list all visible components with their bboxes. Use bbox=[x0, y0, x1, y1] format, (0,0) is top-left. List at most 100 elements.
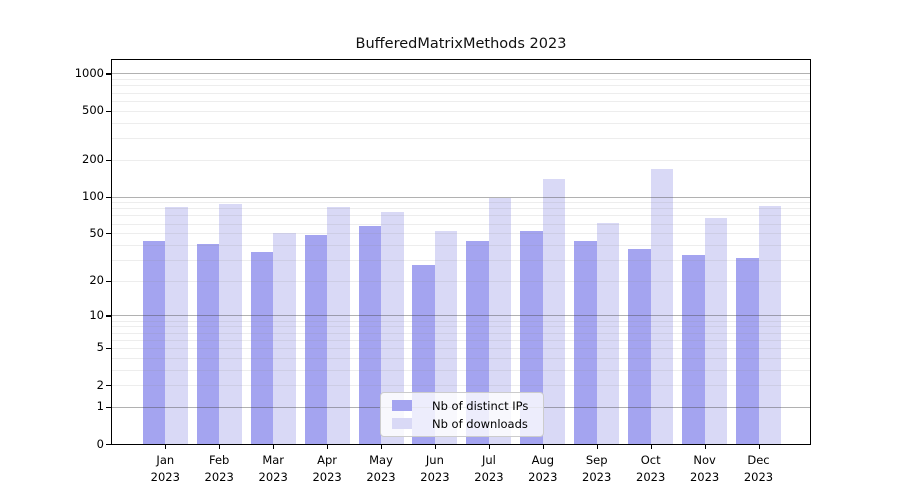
x-tick-mark bbox=[327, 444, 329, 449]
x-tick-label: Apr 2023 bbox=[312, 453, 342, 484]
x-tick-mark bbox=[758, 444, 760, 449]
x-tick-mark bbox=[488, 444, 491, 449]
x-tick-label: Jul 2023 bbox=[474, 453, 504, 484]
y-tick-mark bbox=[106, 444, 112, 446]
bar-downloads-sep bbox=[596, 222, 620, 444]
minor-gridline bbox=[112, 92, 810, 94]
x-tick-mark bbox=[381, 444, 383, 449]
y-tick-label: 5 bbox=[96, 340, 104, 355]
bar-ips-oct bbox=[628, 248, 651, 444]
minor-gridline bbox=[112, 385, 810, 387]
bar-downloads-jun bbox=[434, 231, 458, 444]
bar-downloads-jan bbox=[165, 207, 188, 444]
minor-gridline bbox=[112, 339, 810, 341]
bar-ips-may bbox=[358, 226, 382, 444]
minor-gridline bbox=[112, 357, 810, 359]
minor-gridline bbox=[112, 332, 810, 334]
minor-gridline bbox=[112, 110, 810, 112]
y-tick-label: 50 bbox=[89, 225, 104, 240]
y-tick-mark bbox=[106, 159, 112, 161]
bar-ips-mar bbox=[250, 251, 274, 444]
y-tick-label: 10 bbox=[89, 307, 104, 322]
bar-downloads-may bbox=[381, 212, 404, 444]
legend-item-distinct-ips: Nb of distinct IPs bbox=[389, 399, 535, 413]
major-gridline bbox=[112, 196, 810, 198]
x-tick-label: Oct 2023 bbox=[636, 453, 666, 484]
legend-item-downloads: Nb of downloads bbox=[389, 417, 535, 431]
x-tick-mark bbox=[704, 444, 706, 449]
chart-title: BufferedMatrixMethods 2023 bbox=[355, 36, 567, 52]
bar-downloads-apr bbox=[327, 207, 350, 444]
minor-gridline bbox=[112, 280, 810, 282]
bar-downloads-nov bbox=[704, 217, 728, 444]
y-tick-mark bbox=[106, 110, 112, 112]
bar-downloads-dec bbox=[758, 206, 782, 444]
minor-gridline bbox=[112, 347, 810, 349]
x-tick-label: Mar 2023 bbox=[258, 453, 288, 484]
y-tick-label: 200 bbox=[82, 152, 104, 167]
x-tick-label: Nov 2023 bbox=[689, 453, 720, 484]
y-tick-label: 2 bbox=[96, 377, 104, 392]
minor-gridline bbox=[112, 326, 810, 328]
y-tick-mark bbox=[106, 406, 112, 408]
minor-gridline bbox=[112, 79, 810, 81]
y-tick-mark bbox=[106, 385, 112, 387]
y-tick-mark bbox=[106, 73, 112, 75]
minor-gridline bbox=[112, 259, 810, 261]
bar-ips-dec bbox=[736, 258, 759, 444]
bar-downloads-feb bbox=[219, 203, 242, 444]
x-tick-label: Aug 2023 bbox=[528, 453, 558, 484]
y-tick-mark bbox=[106, 315, 112, 317]
legend-label-downloads: Nb of downloads bbox=[432, 416, 528, 431]
bar-downloads-aug bbox=[542, 178, 566, 444]
x-tick-mark bbox=[219, 444, 221, 449]
legend: Nb of distinct IPs Nb of downloads bbox=[380, 392, 544, 437]
minor-gridline bbox=[112, 137, 810, 139]
minor-gridline bbox=[112, 233, 810, 235]
minor-gridline bbox=[112, 208, 810, 210]
major-gridline bbox=[112, 73, 810, 75]
x-tick-label: Jan 2023 bbox=[150, 453, 180, 484]
y-tick-mark bbox=[106, 347, 112, 350]
x-tick-mark bbox=[596, 444, 598, 449]
y-tick-label: 100 bbox=[82, 189, 104, 203]
legend-swatch-downloads bbox=[392, 418, 412, 429]
y-tick-label: 0 bbox=[96, 436, 104, 451]
bar-downloads-jul bbox=[488, 197, 512, 444]
y-tick-mark bbox=[106, 196, 112, 198]
x-tick-label: Dec 2023 bbox=[743, 453, 774, 484]
y-tick-label: 1000 bbox=[74, 65, 104, 80]
minor-gridline bbox=[112, 215, 810, 217]
minor-gridline bbox=[112, 85, 810, 87]
x-tick-mark bbox=[650, 444, 652, 449]
x-tick-label: Feb 2023 bbox=[204, 453, 234, 484]
y-tick-label: 20 bbox=[89, 273, 104, 288]
minor-gridline bbox=[112, 100, 810, 102]
minor-gridline bbox=[112, 202, 810, 204]
bar-downloads-oct bbox=[650, 168, 674, 444]
bar-ips-jan bbox=[142, 241, 166, 444]
x-tick-label: Sep 2023 bbox=[582, 453, 612, 484]
y-tick-mark bbox=[106, 280, 112, 282]
y-tick-mark bbox=[106, 233, 112, 235]
minor-gridline bbox=[112, 369, 810, 371]
x-tick-mark bbox=[542, 444, 544, 449]
bar-ips-nov bbox=[682, 254, 705, 444]
bar-ips-sep bbox=[574, 241, 597, 444]
x-tick-label: Jun 2023 bbox=[420, 453, 450, 484]
x-tick-mark bbox=[434, 444, 437, 449]
major-gridline bbox=[112, 315, 810, 317]
plot-area bbox=[112, 60, 810, 444]
x-tick-mark bbox=[165, 444, 167, 449]
y-tick-label: 1 bbox=[96, 399, 104, 414]
minor-gridline bbox=[112, 244, 810, 246]
legend-swatch-distinct-ips bbox=[392, 400, 412, 411]
minor-gridline bbox=[112, 320, 810, 322]
bar-ips-aug bbox=[520, 231, 543, 444]
bar-ips-apr bbox=[304, 235, 328, 444]
x-tick-label: May 2023 bbox=[366, 453, 396, 484]
bar-ips-feb bbox=[196, 243, 220, 444]
x-tick-mark bbox=[273, 444, 275, 449]
legend-label-distinct-ips: Nb of distinct IPs bbox=[432, 398, 529, 413]
